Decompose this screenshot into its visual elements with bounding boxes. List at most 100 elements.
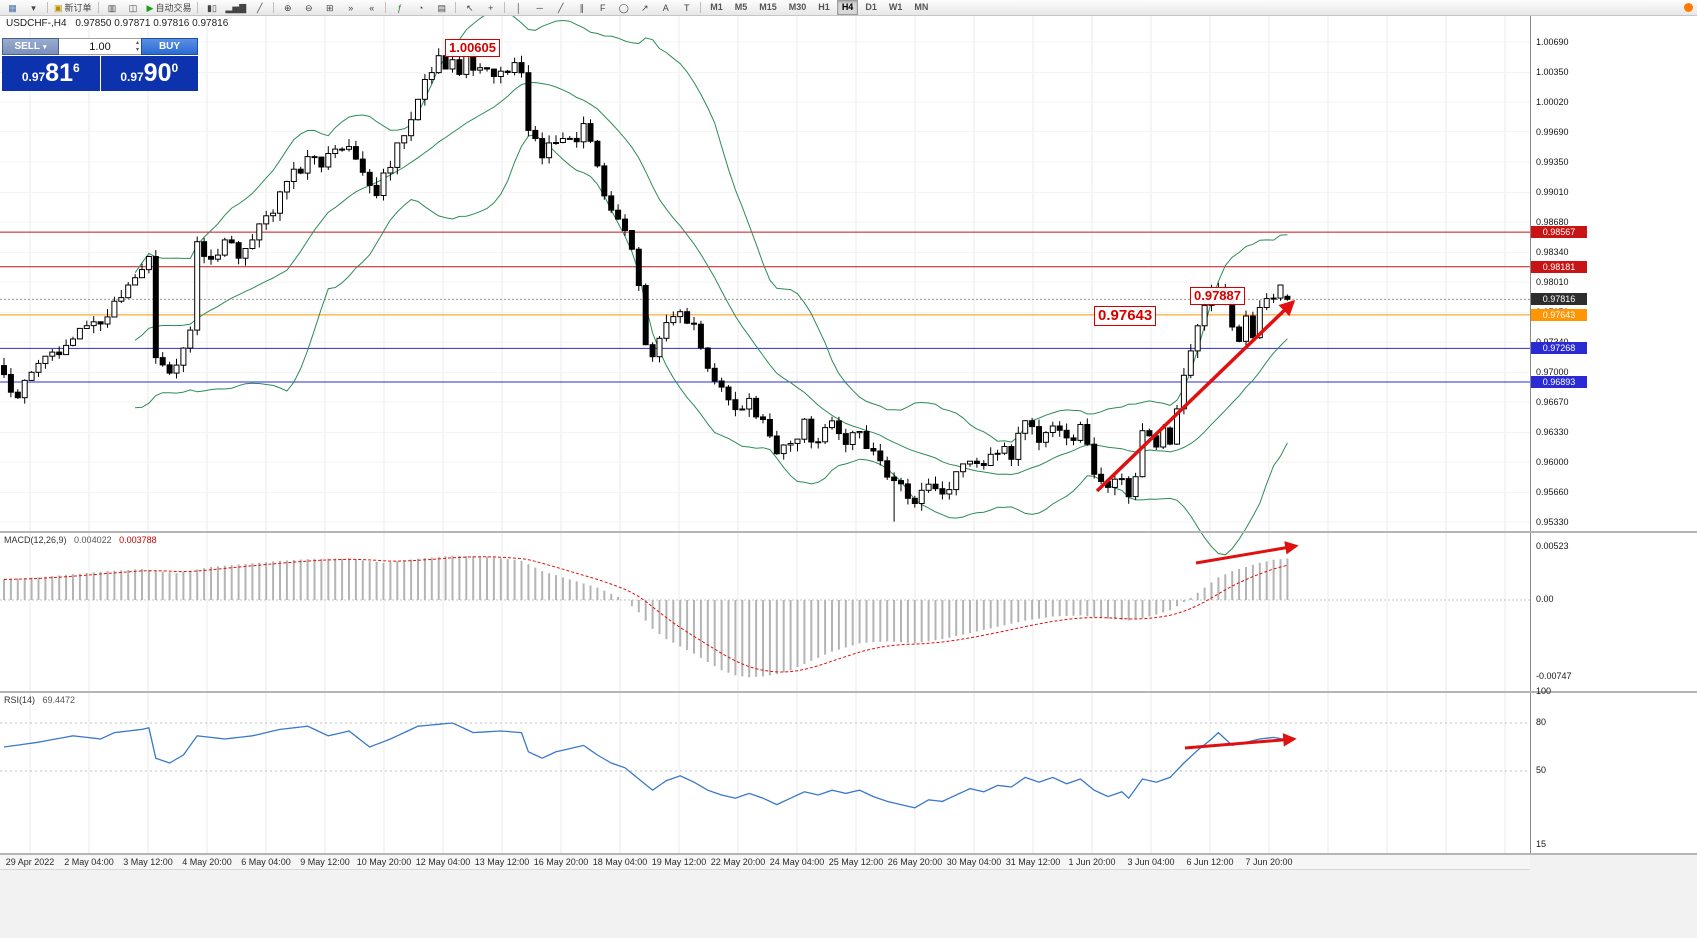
equidistant-channel-icon: ∥ <box>579 2 584 13</box>
candlestick-chart-icon: ▮▯ <box>207 2 217 13</box>
price-scale[interactable] <box>1530 16 1697 855</box>
sell-button-label: SELL <box>14 41 41 52</box>
sell-price-prefix: 0.97 <box>21 70 46 84</box>
text-button[interactable]: A <box>655 0 676 16</box>
vertical-line-button[interactable]: │ <box>508 0 529 16</box>
panel-separator[interactable] <box>0 691 1697 693</box>
buy-button[interactable]: BUY <box>141 38 198 55</box>
new-order-label: 新订单 <box>64 2 92 13</box>
rsi-title: RSI(14) <box>4 695 36 705</box>
toolbar-separator <box>385 2 387 13</box>
buy-price-sup: 0 <box>171 61 179 75</box>
rsi-panel[interactable] <box>0 693 1530 853</box>
arrows-icon: ↗ <box>640 2 649 13</box>
periods-button[interactable]: ◔ <box>410 0 431 16</box>
tile-windows-icon: ⊞ <box>325 2 334 13</box>
candlestick-chart-button[interactable]: ▮▯ <box>201 0 222 16</box>
timeframe-h4-button[interactable]: H4 <box>836 0 859 15</box>
ohlc-values: 0.97850 0.97871 0.97816 0.97816 <box>75 18 229 29</box>
auto-trading-icon: ▶ <box>146 2 154 13</box>
macd-main-value: 0.004022 <box>74 535 112 545</box>
text-icon: A <box>662 2 669 13</box>
shapes-icon: ◯ <box>618 2 629 13</box>
macd-title: MACD(12,26,9) <box>4 535 67 545</box>
line-chart-button[interactable]: ╱ <box>249 0 270 16</box>
auto-scroll-button[interactable]: » <box>340 0 361 16</box>
profiles-icon: ▾ <box>31 2 36 13</box>
sell-options-caret-icon[interactable]: ▾ <box>43 43 47 51</box>
volume-up-icon[interactable]: ▴ <box>135 40 139 46</box>
crosshair-icon: + <box>488 2 494 13</box>
text-label-icon: T <box>683 2 690 13</box>
symbol-period-label: USDCHF-,H4 <box>6 18 67 29</box>
volume-down-icon[interactable]: ▾ <box>135 47 139 53</box>
timeframe-h1-button[interactable]: H1 <box>818 2 830 12</box>
volume-spinner[interactable]: ▴ ▾ <box>136 40 139 54</box>
timeframe-m15-button[interactable]: M15 <box>759 2 777 12</box>
buy-button-label: BUY <box>158 41 181 52</box>
time-axis[interactable] <box>0 855 1530 870</box>
fibonacci-icon: F <box>599 2 606 13</box>
bar-chart-icon: ▂▅▇ <box>225 2 247 13</box>
toolbar-separator <box>273 2 275 13</box>
macd-panel[interactable] <box>0 533 1530 691</box>
timeframe-mn-button[interactable]: MN <box>914 2 929 12</box>
bar-chart-button[interactable]: ▂▅▇ <box>222 0 249 16</box>
timeframe-w1-button[interactable]: W1 <box>888 2 903 12</box>
tile-windows-button[interactable]: ⊞ <box>319 0 340 16</box>
buy-price-big: 90 <box>143 59 172 87</box>
text-label-button[interactable]: T <box>676 0 697 16</box>
chart-shift-button[interactable]: « <box>361 0 382 16</box>
toolbar-separator <box>504 2 506 13</box>
sell-price-big: 81 <box>45 59 73 87</box>
templates-icon: ▤ <box>437 2 446 13</box>
timeframe-m1-button[interactable]: M1 <box>710 2 723 12</box>
arrows-button[interactable]: ↗ <box>634 0 655 16</box>
sell-price-display[interactable]: 0.97 81 6 <box>2 56 100 91</box>
trendline-button[interactable]: ╱ <box>550 0 571 16</box>
market-watch-button[interactable]: ▥ <box>102 0 123 16</box>
cursor-icon: ↖ <box>465 2 474 13</box>
zoom-out-icon: ⊖ <box>304 2 313 13</box>
profiles-button[interactable]: ▾ <box>23 0 44 16</box>
zoom-in-button[interactable]: ⊕ <box>277 0 298 16</box>
fibonacci-button[interactable]: F <box>592 0 613 16</box>
auto-trading-button[interactable]: ▶ 自动交易 <box>144 0 195 16</box>
panel-separator[interactable] <box>0 853 1697 855</box>
horizontal-line-button[interactable]: ─ <box>529 0 550 16</box>
zoom-out-button[interactable]: ⊖ <box>298 0 319 16</box>
shapes-button[interactable]: ◯ <box>613 0 634 16</box>
crosshair-button[interactable]: + <box>480 0 501 16</box>
data-window-button[interactable]: ◫ <box>123 0 144 16</box>
auto-trading-label: 自动交易 <box>155 2 192 13</box>
timeframe-m30-button[interactable]: M30 <box>788 2 807 12</box>
buy-price-prefix: 0.97 <box>120 70 144 84</box>
buy-price-display[interactable]: 0.97 90 0 <box>100 56 198 91</box>
new-order-button[interactable]: ▣ 新订单 <box>51 0 95 16</box>
price-chart-panel[interactable] <box>0 16 1530 531</box>
toolbar: ▦ ▾ ▣ 新订单 ▥ ◫ ▶ 自动交易 ▮▯ ▂▅▇ ╱ ⊕ ⊖ ⊞ » « ƒ ◔ ▤ ↖ + │ ─ ╱ ∥ F ◯ ↗ A T M1… <box>0 0 1697 16</box>
data-window-icon: ◫ <box>128 2 138 13</box>
new-chart-icon: ▦ <box>8 2 17 13</box>
sell-button[interactable]: SELL ▾ <box>2 38 59 55</box>
connection-status-icon <box>1684 3 1693 12</box>
trade-controls-row: SELL ▾ 1.00 ▴ ▾ BUY <box>2 38 198 55</box>
panel-separator[interactable] <box>0 531 1697 533</box>
zoom-in-icon: ⊕ <box>283 2 292 13</box>
timeframe-m5-button[interactable]: M5 <box>734 2 748 12</box>
toolbar-separator <box>97 2 99 13</box>
indicators-button[interactable]: ƒ <box>389 0 410 16</box>
templates-button[interactable]: ▤ <box>431 0 452 16</box>
rsi-indicator-label: RSI(14) 69.4472 <box>4 695 75 705</box>
volume-input[interactable]: 1.00 ▴ ▾ <box>59 38 141 55</box>
timeframe-d1-button[interactable]: D1 <box>865 2 877 12</box>
toolbar-separator <box>455 2 457 13</box>
chart-shift-icon: « <box>369 2 375 13</box>
sell-price-sup: 6 <box>72 61 80 75</box>
toolbar-separator <box>700 2 702 13</box>
cursor-button[interactable]: ↖ <box>459 0 480 16</box>
equidistant-channel-button[interactable]: ∥ <box>571 0 592 16</box>
new-chart-button[interactable]: ▦ <box>2 0 23 16</box>
auto-scroll-icon: » <box>348 2 354 13</box>
